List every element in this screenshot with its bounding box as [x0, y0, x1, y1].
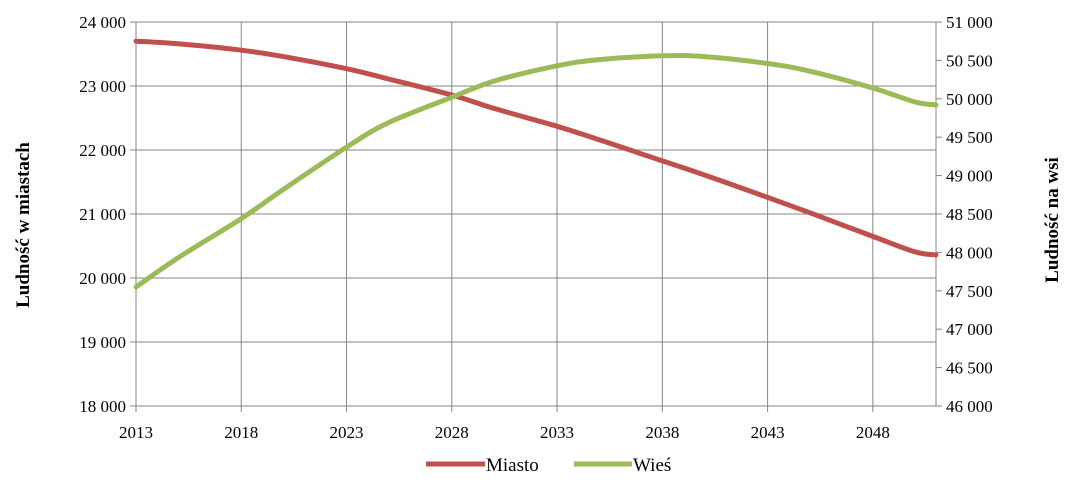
legend: Miasto Wieś — [426, 455, 671, 476]
left-axis-title: Ludność w miastach — [13, 142, 34, 308]
right-axis-title: Ludność na wsi — [1042, 157, 1063, 283]
x-tick-label: 2033 — [540, 423, 574, 442]
right-tick-label: 48 500 — [946, 205, 993, 224]
x-tick-label: 2018 — [224, 423, 258, 442]
right-tick-label: 47 000 — [946, 320, 993, 339]
series-line-miasto — [133, 38, 939, 258]
grid — [135, 21, 937, 412]
right-tick-label: 49 500 — [946, 128, 993, 147]
legend-label-miasto: Miasto — [486, 455, 539, 476]
left-tick-label: 21 000 — [79, 205, 126, 224]
x-tick-label: 2023 — [330, 423, 364, 442]
left-tick-label: 18 000 — [79, 397, 126, 416]
right-axis-ticks: 46 000 46 500 47 000 47 500 48 000 48 500 49 0… — [936, 13, 993, 416]
left-tick-label: 24 000 — [79, 13, 126, 32]
right-tick-label: 47 500 — [946, 282, 993, 301]
right-tick-label: 50 500 — [946, 51, 993, 70]
left-tick-label: 22 000 — [79, 141, 126, 160]
left-tick-label: 23 000 — [79, 77, 126, 96]
x-axis-ticks: 2013 2018 2023 2028 2033 2038 2043 2048 — [119, 423, 890, 442]
right-tick-label: 50 000 — [946, 90, 993, 109]
series-line-wie- — [133, 52, 939, 290]
x-tick-label: 2013 — [119, 423, 153, 442]
left-axis-ticks: 18 000 19 000 20 000 21 000 22 000 23 000 24 0… — [79, 13, 136, 416]
left-tick-label: 20 000 — [79, 269, 126, 288]
left-tick-label: 19 000 — [79, 333, 126, 352]
right-tick-label: 48 000 — [946, 243, 993, 262]
legend-label-wies: Wieś — [633, 455, 671, 476]
x-tick-label: 2028 — [435, 423, 469, 442]
right-tick-label: 46 500 — [946, 359, 993, 378]
series-lines — [133, 38, 939, 290]
x-tick-label: 2043 — [751, 423, 785, 442]
x-tick-label: 2038 — [645, 423, 679, 442]
right-tick-label: 51 000 — [946, 13, 993, 32]
x-tick-label: 2048 — [856, 423, 890, 442]
right-tick-label: 49 000 — [946, 167, 993, 186]
right-tick-label: 46 000 — [946, 397, 993, 416]
